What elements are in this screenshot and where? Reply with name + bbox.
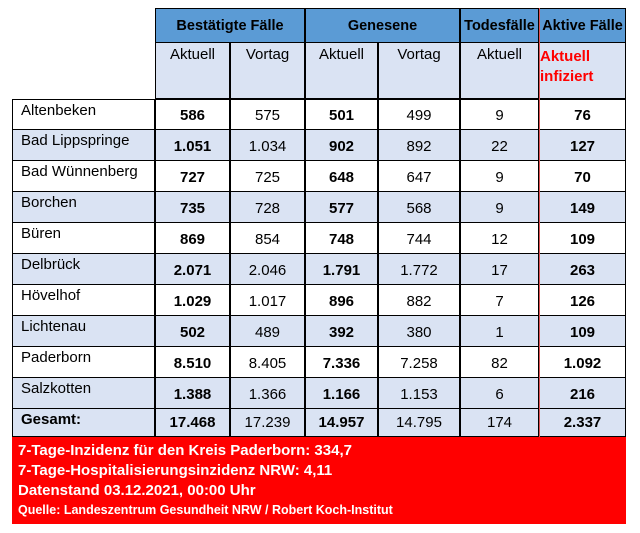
total-g-vor: 14.795 [378, 409, 460, 437]
value-t-akt: 9 [460, 161, 539, 192]
value-t-akt: 1 [460, 316, 539, 347]
value-aktiv: 263 [539, 254, 626, 285]
municipality-name: Delbrück [12, 254, 155, 285]
municipality-name: Altenbeken [12, 99, 155, 130]
active-column-separator [539, 8, 540, 437]
municipality-name: Lichtenau [12, 316, 155, 347]
active-sub-label: infiziert [540, 68, 594, 85]
value-t-akt: 17 [460, 254, 539, 285]
value-b-akt: 2.071 [155, 254, 230, 285]
value-t-akt: 9 [460, 99, 539, 130]
incidence-district: 7-Tage-Inzidenz für den Kreis Paderborn:… [18, 442, 352, 459]
municipality-name: Bad Lippspringe [12, 130, 155, 161]
value-aktiv: 1.092 [539, 347, 626, 378]
active-sub-label: Aktuell [540, 48, 591, 65]
header-confirmed: Bestätigte Fälle [155, 8, 305, 43]
value-b-vor: 1.034 [230, 130, 305, 161]
value-g-akt: 748 [305, 223, 378, 254]
sub-confirmed-current: Aktuell [155, 43, 230, 99]
municipality-name: Büren [12, 223, 155, 254]
value-g-vor: 892 [378, 130, 460, 161]
data-timestamp: Datenstand 03.12.2021, 00:00 Uhr [18, 482, 256, 499]
value-aktiv: 109 [539, 223, 626, 254]
value-b-vor: 489 [230, 316, 305, 347]
value-b-akt: 735 [155, 192, 230, 223]
header-active: Aktive Fälle [539, 8, 626, 43]
value-g-akt: 896 [305, 285, 378, 316]
value-g-akt: 501 [305, 99, 378, 130]
value-g-vor: 1.772 [378, 254, 460, 285]
value-t-akt: 12 [460, 223, 539, 254]
value-b-vor: 1.366 [230, 378, 305, 409]
value-t-akt: 22 [460, 130, 539, 161]
value-b-akt: 869 [155, 223, 230, 254]
value-g-akt: 392 [305, 316, 378, 347]
value-aktiv: 76 [539, 99, 626, 130]
sub-active-infected: Aktuell infiziert [539, 43, 626, 99]
value-aktiv: 126 [539, 285, 626, 316]
value-g-vor: 647 [378, 161, 460, 192]
value-t-akt: 6 [460, 378, 539, 409]
value-b-akt: 502 [155, 316, 230, 347]
value-g-akt: 1.166 [305, 378, 378, 409]
value-b-vor: 1.017 [230, 285, 305, 316]
total-g-akt: 14.957 [305, 409, 378, 437]
municipality-name: Hövelhof [12, 285, 155, 316]
value-aktiv: 70 [539, 161, 626, 192]
sub-recovered-previous: Vortag [378, 43, 460, 99]
value-g-vor: 568 [378, 192, 460, 223]
municipality-name: Bad Wünnenberg [12, 161, 155, 192]
total-label: Gesamt: [12, 409, 155, 437]
value-aktiv: 216 [539, 378, 626, 409]
value-b-vor: 728 [230, 192, 305, 223]
value-t-akt: 82 [460, 347, 539, 378]
value-g-akt: 648 [305, 161, 378, 192]
hospitalization-incidence: 7-Tage-Hospitalisierungsinzidenz NRW: 4,… [18, 462, 333, 479]
sub-confirmed-previous: Vortag [230, 43, 305, 99]
value-b-vor: 8.405 [230, 347, 305, 378]
value-b-vor: 854 [230, 223, 305, 254]
sub-recovered-current: Aktuell [305, 43, 378, 99]
value-aktiv: 149 [539, 192, 626, 223]
header-deaths: Todesfälle [460, 8, 539, 43]
value-g-akt: 577 [305, 192, 378, 223]
info-footer: 7-Tage-Inzidenz für den Kreis Paderborn:… [12, 437, 626, 524]
value-g-akt: 7.336 [305, 347, 378, 378]
value-aktiv: 109 [539, 316, 626, 347]
total-aktiv: 2.337 [539, 409, 626, 437]
value-b-akt: 727 [155, 161, 230, 192]
municipality-name: Salzkotten [12, 378, 155, 409]
data-source: Quelle: Landeszentrum Gesundheit NRW / R… [18, 503, 393, 517]
value-aktiv: 127 [539, 130, 626, 161]
total-b-vor: 17.239 [230, 409, 305, 437]
value-g-vor: 499 [378, 99, 460, 130]
municipality-name: Borchen [12, 192, 155, 223]
header-recovered: Genesene [305, 8, 460, 43]
value-b-akt: 1.029 [155, 285, 230, 316]
value-b-vor: 575 [230, 99, 305, 130]
value-b-vor: 725 [230, 161, 305, 192]
municipality-name: Paderborn [12, 347, 155, 378]
value-b-akt: 8.510 [155, 347, 230, 378]
value-b-akt: 1.051 [155, 130, 230, 161]
value-t-akt: 9 [460, 192, 539, 223]
value-b-vor: 2.046 [230, 254, 305, 285]
value-b-akt: 1.388 [155, 378, 230, 409]
value-g-akt: 1.791 [305, 254, 378, 285]
value-g-vor: 882 [378, 285, 460, 316]
value-g-vor: 744 [378, 223, 460, 254]
sub-deaths-current: Aktuell [460, 43, 539, 99]
total-b-akt: 17.468 [155, 409, 230, 437]
total-t-akt: 174 [460, 409, 539, 437]
value-t-akt: 7 [460, 285, 539, 316]
value-g-akt: 902 [305, 130, 378, 161]
value-g-vor: 7.258 [378, 347, 460, 378]
value-b-akt: 586 [155, 99, 230, 130]
value-g-vor: 1.153 [378, 378, 460, 409]
value-g-vor: 380 [378, 316, 460, 347]
